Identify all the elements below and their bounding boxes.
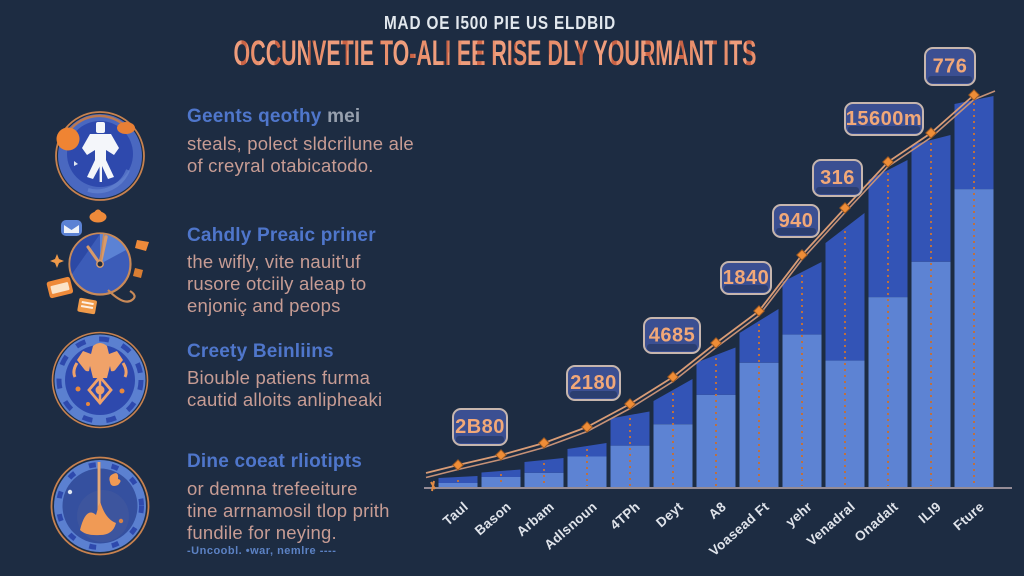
svg-text:ILI9: ILI9 bbox=[916, 499, 944, 526]
svg-text:15600m: 15600m bbox=[846, 108, 922, 130]
svg-text:940: 940 bbox=[779, 210, 814, 232]
svg-text:316: 316 bbox=[820, 167, 855, 189]
svg-text:Onadalt: Onadalt bbox=[852, 499, 902, 545]
svg-text:yehr: yehr bbox=[783, 499, 816, 530]
svg-text:Venadral: Venadral bbox=[804, 499, 858, 549]
svg-text:776: 776 bbox=[933, 56, 968, 78]
svg-text:Deyt: Deyt bbox=[653, 499, 686, 530]
svg-text:2180: 2180 bbox=[570, 372, 617, 394]
svg-text:Taul: Taul bbox=[440, 499, 471, 529]
svg-text:4TPh: 4TPh bbox=[607, 499, 643, 533]
svg-text:A8: A8 bbox=[706, 499, 729, 522]
svg-text:Bason: Bason bbox=[472, 499, 514, 538]
svg-text:4685: 4685 bbox=[649, 325, 696, 347]
svg-text:2B80: 2B80 bbox=[455, 416, 505, 438]
svg-text:Fture: Fture bbox=[951, 499, 988, 534]
svg-text:1840: 1840 bbox=[723, 267, 770, 289]
